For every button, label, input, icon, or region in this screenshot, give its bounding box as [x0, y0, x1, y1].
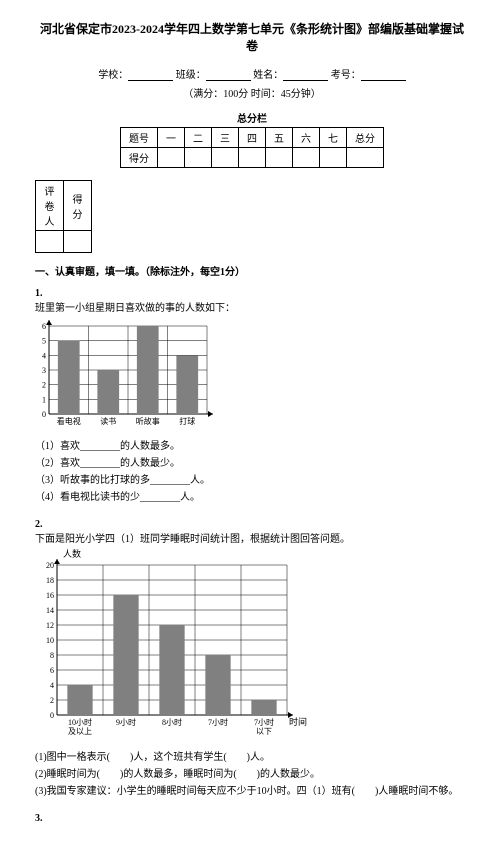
c6[interactable] [293, 148, 320, 168]
examno-blank[interactable] [361, 71, 406, 81]
h2: 二 [185, 128, 212, 148]
section-1-title: 一、认真审题，填一填。（除标注外，每空1分） [35, 263, 469, 278]
total-score-label: 总分栏 [35, 110, 469, 125]
c7[interactable] [320, 148, 347, 168]
q2-sub3: (3)我国专家建议：小学生的睡眠时间每天应不少于10小时。四（1）班有( )人睡… [35, 782, 469, 797]
school-label: 学校： [98, 70, 128, 81]
svg-text:18: 18 [46, 576, 54, 585]
c1[interactable] [158, 148, 185, 168]
svg-text:10小时: 10小时 [68, 717, 92, 727]
score-header-row: 题号 一 二 三 四 五 六 七 总分 [121, 128, 384, 148]
c5[interactable] [266, 148, 293, 168]
h5: 五 [266, 128, 293, 148]
q2-chart: 246810121416182010小时及以上9小时8小时7小时7小时以下人数时… [35, 549, 469, 742]
name-label: 姓名： [253, 70, 283, 81]
h6: 六 [293, 128, 320, 148]
svg-text:6: 6 [50, 666, 54, 675]
q1-intro: 班里第一小组星期日喜欢做的事的人数如下： [35, 299, 469, 314]
rev-c1[interactable] [64, 231, 92, 253]
student-info-line: 学校： 班级： 姓名： 考号： [35, 66, 469, 81]
c2[interactable] [185, 148, 212, 168]
q3-num: 3. [35, 813, 469, 824]
q1-bar-chart: 1 2 3 4 5 6 看电视 读书 听故事 打球 0 [35, 318, 215, 428]
school-blank[interactable] [128, 71, 173, 81]
rev-c0[interactable] [36, 231, 64, 253]
q2-intro: 下面是阳光小学四（1）班同学睡眠时间统计图，根据统计图回答问题。 [35, 530, 469, 545]
svg-text:0: 0 [42, 410, 46, 419]
svg-text:2: 2 [50, 696, 54, 705]
svg-text:14: 14 [46, 606, 54, 615]
h1: 一 [158, 128, 185, 148]
q1-sub2: （2）喜欢________的人数最少。 [35, 454, 469, 469]
svg-text:8小时: 8小时 [162, 717, 182, 727]
svg-text:听故事: 听故事 [136, 416, 160, 426]
svg-text:7小时: 7小时 [254, 717, 274, 727]
svg-text:5: 5 [42, 337, 46, 346]
svg-text:7小时: 7小时 [208, 717, 228, 727]
h8: 总分 [347, 128, 384, 148]
h7: 七 [320, 128, 347, 148]
h3: 三 [212, 128, 239, 148]
svg-text:8: 8 [50, 651, 54, 660]
svg-text:1: 1 [42, 395, 46, 404]
c3[interactable] [212, 148, 239, 168]
svg-text:4: 4 [42, 351, 46, 360]
h0: 题号 [121, 128, 158, 148]
class-label: 班级： [176, 70, 206, 81]
h4: 四 [239, 128, 266, 148]
class-blank[interactable] [206, 71, 251, 81]
rev-h0: 评卷人 [36, 181, 64, 231]
row-label: 得分 [121, 148, 158, 168]
q1-sub1: （1）喜欢________的人数最多。 [35, 437, 469, 452]
svg-text:3: 3 [42, 366, 46, 375]
svg-text:打球: 打球 [179, 416, 195, 426]
q1-num: 1. [35, 288, 469, 299]
name-blank[interactable] [283, 71, 328, 81]
q2-num: 2. [35, 519, 469, 530]
exam-meta: （满分：100分 时间：45分钟） [35, 85, 469, 100]
q1-sub3: （3）听故事的比打球的多________人。 [35, 471, 469, 486]
q2-bar-chart: 246810121416182010小时及以上9小时8小时7小时7小时以下人数时… [35, 549, 315, 739]
page-title: 河北省保定市2023-2024学年四上数学第七单元《条形统计图》部编版基础掌握试… [35, 20, 469, 54]
rev-h1: 得分 [64, 181, 92, 231]
examno-label: 考号： [331, 70, 361, 81]
c4[interactable] [239, 148, 266, 168]
svg-text:2: 2 [42, 381, 46, 390]
svg-text:10: 10 [46, 636, 54, 645]
svg-text:时间: 时间 [289, 716, 307, 727]
c8[interactable] [347, 148, 384, 168]
svg-text:9小时: 9小时 [116, 717, 136, 727]
svg-text:16: 16 [46, 591, 54, 600]
q1-chart: 1 2 3 4 5 6 看电视 读书 听故事 打球 0 [35, 318, 469, 431]
svg-text:看电视: 看电视 [57, 416, 81, 426]
svg-text:12: 12 [46, 621, 54, 630]
svg-text:6: 6 [42, 322, 46, 331]
svg-text:4: 4 [50, 681, 54, 690]
reviewer-table: 评卷人 得分 [35, 180, 92, 253]
svg-text:20: 20 [46, 561, 54, 570]
svg-text:读书: 读书 [100, 416, 116, 426]
svg-text:以下: 以下 [256, 727, 272, 736]
svg-text:0: 0 [50, 711, 54, 720]
q2-sub1: (1)图中一格表示( )人，这个班共有学生( )人。 [35, 748, 469, 763]
q2-sub2: (2)睡眠时间为( )的人数最多，睡眠时间为( )的人数最少。 [35, 765, 469, 780]
svg-text:人数: 人数 [63, 549, 81, 559]
score-table: 题号 一 二 三 四 五 六 七 总分 得分 [120, 127, 384, 168]
q1-sub4: （4）看电视比读书的少________人。 [35, 488, 469, 503]
score-value-row: 得分 [121, 148, 384, 168]
svg-text:及以上: 及以上 [68, 727, 92, 736]
